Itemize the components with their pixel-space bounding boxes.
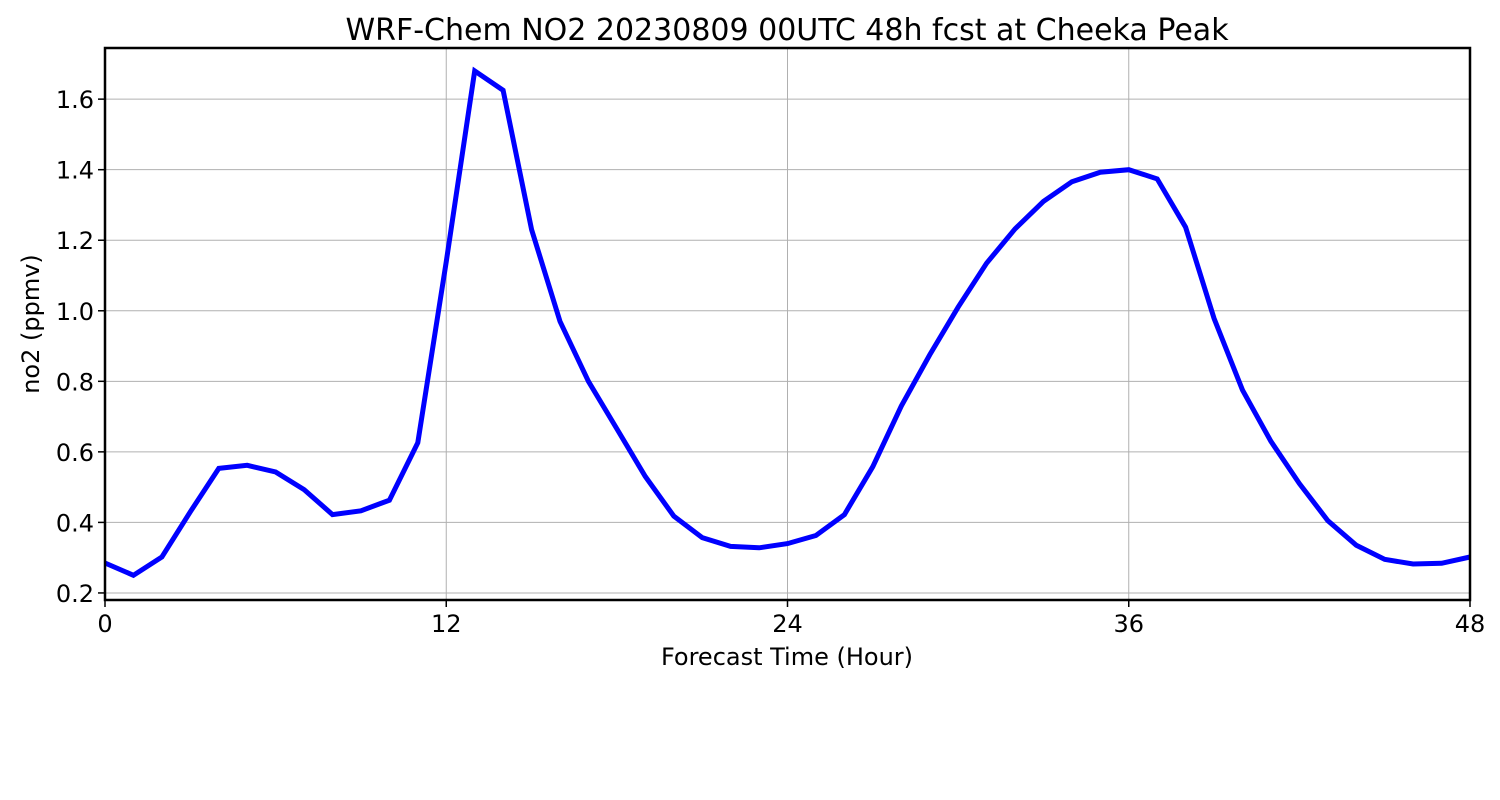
grid-lines [104,48,1471,600]
chart-title: WRF-Chem NO2 20230809 00UTC 48h fcst at … [345,13,1229,48]
no2-series-line [104,66,1471,579]
y-tick-label: 1.4 [56,157,94,185]
x-tick-label: 24 [772,610,803,638]
y-tick-label: 0.8 [56,368,94,396]
x-tick-label: 36 [1113,610,1144,638]
y-tick-label: 1.0 [56,298,94,326]
x-tick-label: 12 [431,610,462,638]
y-axis-label: no2 (ppmv) [17,254,45,394]
x-tick-label: 48 [1455,610,1486,638]
x-tick-label: 0 [97,610,112,638]
x-axis-label: Forecast Time (Hour) [661,643,913,671]
y-tick-label: 1.2 [56,227,94,255]
x-axis: 0 12 24 36 48 [97,600,1485,638]
y-tick-label: 0.2 [56,580,94,608]
series-group [104,66,1471,579]
y-axis: 0.2 0.4 0.6 0.8 1.0 1.2 1.4 1.6 [56,86,105,608]
y-tick-label: 0.4 [56,509,94,537]
y-tick-label: 0.6 [56,439,94,467]
y-tick-label: 1.6 [56,86,94,114]
